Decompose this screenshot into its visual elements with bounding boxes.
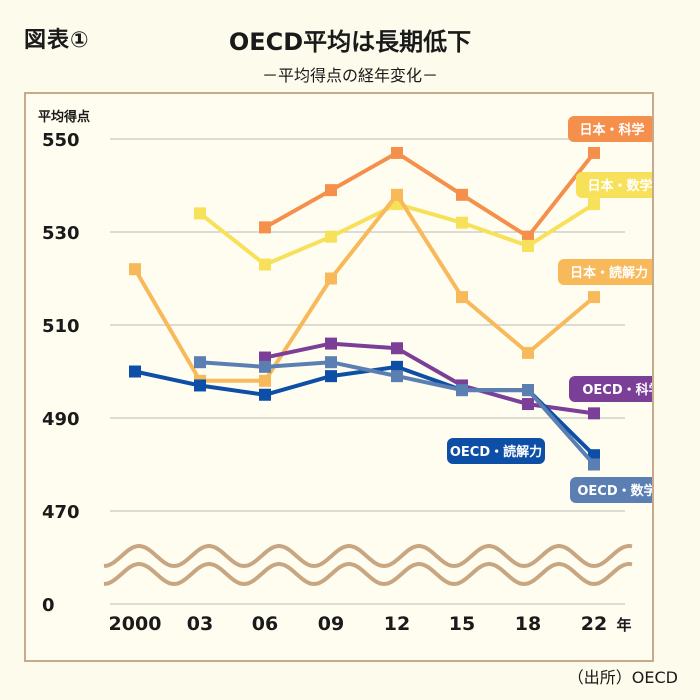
line-chart: 550 530 510 490 470 0 平均得点 2000 03 06 09 12 15 18 22 年 日…: [38, 109, 652, 635]
data-point: [456, 384, 468, 397]
legend-label: OECD・科学: [582, 382, 652, 398]
data-point: [588, 407, 600, 420]
data-point: [522, 239, 534, 252]
data-point: [325, 230, 337, 243]
data-point: [259, 351, 271, 364]
chart-subtitle: －平均得点の経年変化－: [261, 66, 438, 85]
x-tick-label: 06: [252, 613, 278, 635]
data-point: [325, 337, 337, 350]
y-tick-label: 0: [42, 595, 55, 616]
data-point: [129, 365, 141, 378]
x-tick-label: 12: [384, 613, 410, 635]
data-point: [391, 370, 403, 383]
data-point: [259, 360, 271, 373]
chart-title: OECD平均は長期低下: [228, 28, 472, 56]
data-point: [391, 146, 403, 159]
legend-badge: [569, 376, 652, 402]
legend-label: 日本・数学: [587, 178, 652, 194]
data-point: [129, 263, 141, 276]
x-tick-label: 2000: [109, 613, 162, 635]
legend-badge: [558, 259, 652, 285]
data-point: [456, 188, 468, 201]
data-point: [391, 188, 403, 201]
legend-badge: [568, 116, 652, 142]
series-line: [133, 192, 596, 383]
data-point: [325, 184, 337, 197]
data-point: [456, 291, 468, 304]
data-point: [259, 258, 271, 271]
legend-label: OECD・読解力: [450, 444, 542, 460]
data-point: [325, 272, 337, 285]
legend-badge: [576, 172, 652, 198]
series-line: [198, 202, 596, 267]
data-point: [325, 370, 337, 383]
x-axis-unit: 年: [616, 616, 631, 634]
y-tick-label: 530: [42, 223, 80, 244]
data-point: [522, 384, 534, 397]
data-point: [522, 230, 534, 243]
source-note: （出所）OECD: [567, 668, 678, 687]
data-point: [325, 356, 337, 369]
data-point: [259, 221, 271, 234]
y-tick-label: 490: [42, 409, 80, 430]
legend-badge: [570, 477, 652, 503]
data-point: [522, 398, 534, 411]
y-tick-label: 470: [42, 502, 80, 523]
x-tick-label: 18: [515, 613, 541, 635]
data-point: [391, 360, 403, 373]
series-line: [264, 341, 595, 416]
legend-label: 日本・科学: [579, 122, 644, 138]
x-tick-label: 22: [581, 613, 607, 635]
x-tick-label: 15: [449, 613, 475, 635]
axis-break-wave: [103, 562, 633, 587]
data-point: [194, 356, 206, 369]
axis-break-wave: [103, 544, 633, 569]
data-point: [588, 146, 600, 159]
data-point: [259, 374, 271, 387]
data-point: [259, 388, 271, 401]
figure-label: 図表①: [24, 28, 90, 53]
data-point: [194, 207, 206, 220]
data-point: [588, 458, 600, 471]
x-tick-label: 03: [187, 613, 213, 635]
series-line: [264, 150, 596, 239]
data-point: [588, 291, 600, 304]
legend-badge: [447, 438, 545, 464]
data-point: [522, 346, 534, 359]
x-tick-label: 09: [318, 613, 344, 635]
y-axis-label: 平均得点: [38, 109, 90, 125]
legend-label: OECD・数学: [577, 483, 652, 499]
data-point: [588, 198, 600, 211]
data-point: [456, 216, 468, 229]
y-tick-label: 550: [42, 130, 80, 151]
chart-frame: 550 530 510 490 470 0 平均得点 2000 03 06 09 12 15 18 22 年 日…: [24, 92, 654, 662]
data-point: [194, 379, 206, 392]
legend-label: 日本・読解力: [570, 265, 648, 281]
y-tick-label: 510: [42, 316, 80, 337]
data-point: [391, 342, 403, 355]
